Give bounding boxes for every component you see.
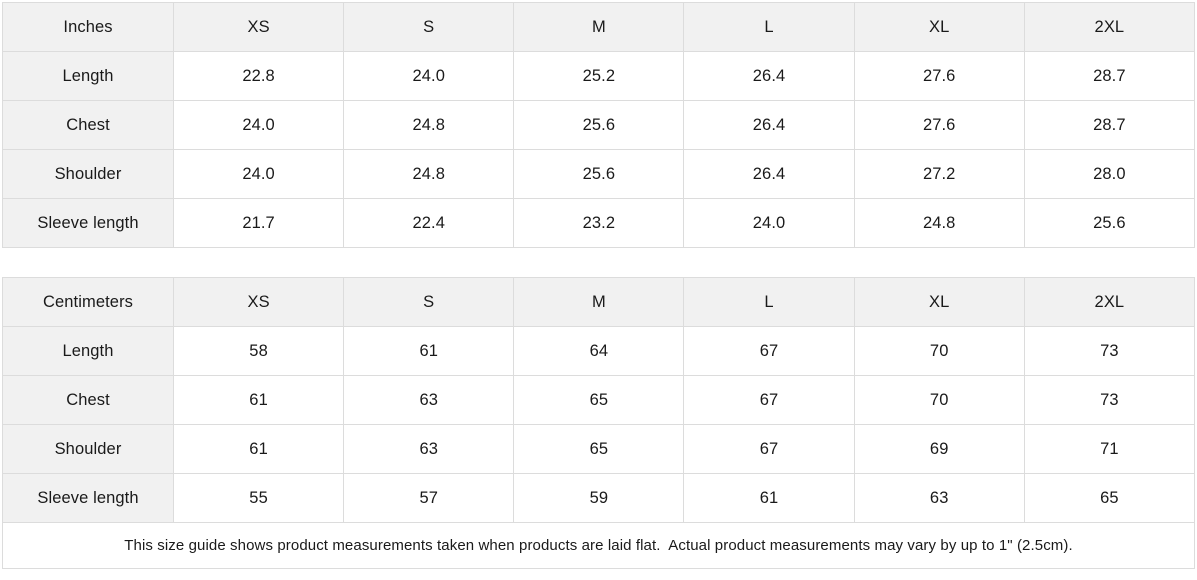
size-table-inches: Inches XS S M L XL 2XL Length 22.8 24.0 25.2 26.4 27… — [2, 2, 1196, 248]
measurement-value: 25.2 — [513, 51, 685, 101]
size-column-header: XL — [853, 277, 1025, 327]
measurement-value: 22.4 — [343, 198, 515, 248]
measurement-value: 65 — [513, 424, 685, 474]
row-label: Chest — [2, 375, 174, 425]
measurement-value: 67 — [683, 326, 855, 376]
size-column-header: L — [683, 2, 855, 52]
measurement-value: 28.7 — [1023, 100, 1196, 150]
row-label: Shoulder — [2, 149, 174, 199]
size-column-header: 2XL — [1023, 2, 1196, 52]
size-column-header: M — [513, 277, 685, 327]
measurement-value: 57 — [343, 473, 515, 523]
measurement-value: 67 — [683, 375, 855, 425]
measurement-value: 63 — [343, 375, 515, 425]
size-column-header: XL — [853, 2, 1025, 52]
size-column-header: XS — [172, 2, 345, 52]
measurement-value: 73 — [1023, 326, 1196, 376]
row-label: Chest — [2, 100, 174, 150]
size-column-header: S — [343, 277, 515, 327]
table-spacer — [2, 248, 1195, 277]
measurement-value: 24.8 — [853, 198, 1025, 248]
row-label: Length — [2, 51, 174, 101]
measurement-value: 63 — [343, 424, 515, 474]
measurement-value: 28.7 — [1023, 51, 1196, 101]
size-column-header: L — [683, 277, 855, 327]
size-guide-footnote: This size guide shows product measuremen… — [2, 523, 1195, 569]
measurement-value: 25.6 — [513, 100, 685, 150]
size-column-header: XS — [172, 277, 345, 327]
measurement-row: Shoulder 24.0 24.8 25.6 26.4 27.2 28.0 — [2, 149, 1196, 199]
size-column-header: 2XL — [1023, 277, 1196, 327]
measurement-value: 70 — [853, 326, 1025, 376]
measurement-value: 28.0 — [1023, 149, 1196, 199]
size-tables: Inches XS S M L XL 2XL Length 22.8 24.0 25.2 26.4 27… — [2, 2, 1196, 523]
measurement-value: 64 — [513, 326, 685, 376]
measurement-value: 27.6 — [853, 100, 1025, 150]
measurement-value: 69 — [853, 424, 1025, 474]
measurement-value: 61 — [172, 424, 345, 474]
measurement-value: 61 — [683, 473, 855, 523]
header-row: Centimeters XS S M L XL 2XL — [2, 277, 1196, 327]
measurement-value: 27.6 — [853, 51, 1025, 101]
measurement-row: Length 22.8 24.0 25.2 26.4 27.6 28.7 — [2, 51, 1196, 101]
measurement-value: 67 — [683, 424, 855, 474]
measurement-value: 22.8 — [172, 51, 345, 101]
header-row: Inches XS S M L XL 2XL — [2, 2, 1196, 52]
measurement-value: 24.0 — [172, 100, 345, 150]
measurement-value: 65 — [1023, 473, 1196, 523]
measurement-row: Sleeve length 55 57 59 61 63 65 — [2, 473, 1196, 523]
size-column-header: S — [343, 2, 515, 52]
measurement-value: 59 — [513, 473, 685, 523]
measurement-row: Length 58 61 64 67 70 73 — [2, 326, 1196, 376]
measurement-value: 58 — [172, 326, 345, 376]
measurement-value: 71 — [1023, 424, 1196, 474]
row-label: Sleeve length — [2, 473, 174, 523]
unit-header: Inches — [2, 2, 174, 52]
measurement-value: 70 — [853, 375, 1025, 425]
measurement-value: 27.2 — [853, 149, 1025, 199]
measurement-row: Chest 61 63 65 67 70 73 — [2, 375, 1196, 425]
measurement-value: 26.4 — [683, 149, 855, 199]
size-column-header: M — [513, 2, 685, 52]
measurement-value: 26.4 — [683, 100, 855, 150]
measurement-value: 25.6 — [1023, 198, 1196, 248]
row-label: Length — [2, 326, 174, 376]
measurement-value: 63 — [853, 473, 1025, 523]
size-table-centimeters: Centimeters XS S M L XL 2XL Length 58 61 64 67 70 73 C… — [2, 277, 1196, 523]
row-label: Shoulder — [2, 424, 174, 474]
measurement-value: 24.0 — [683, 198, 855, 248]
measurement-row: Chest 24.0 24.8 25.6 26.4 27.6 28.7 — [2, 100, 1196, 150]
unit-header: Centimeters — [2, 277, 174, 327]
measurement-value: 21.7 — [172, 198, 345, 248]
measurement-value: 61 — [343, 326, 515, 376]
row-label: Sleeve length — [2, 198, 174, 248]
measurement-value: 24.8 — [343, 149, 515, 199]
measurement-value: 26.4 — [683, 51, 855, 101]
measurement-value: 65 — [513, 375, 685, 425]
measurement-row: Shoulder 61 63 65 67 69 71 — [2, 424, 1196, 474]
measurement-value: 73 — [1023, 375, 1196, 425]
measurement-value: 24.0 — [172, 149, 345, 199]
measurement-value: 55 — [172, 473, 345, 523]
measurement-value: 24.8 — [343, 100, 515, 150]
measurement-row: Sleeve length 21.7 22.4 23.2 24.0 24.8 25.6 — [2, 198, 1196, 248]
measurement-value: 24.0 — [343, 51, 515, 101]
measurement-value: 25.6 — [513, 149, 685, 199]
measurement-value: 61 — [172, 375, 345, 425]
measurement-value: 23.2 — [513, 198, 685, 248]
